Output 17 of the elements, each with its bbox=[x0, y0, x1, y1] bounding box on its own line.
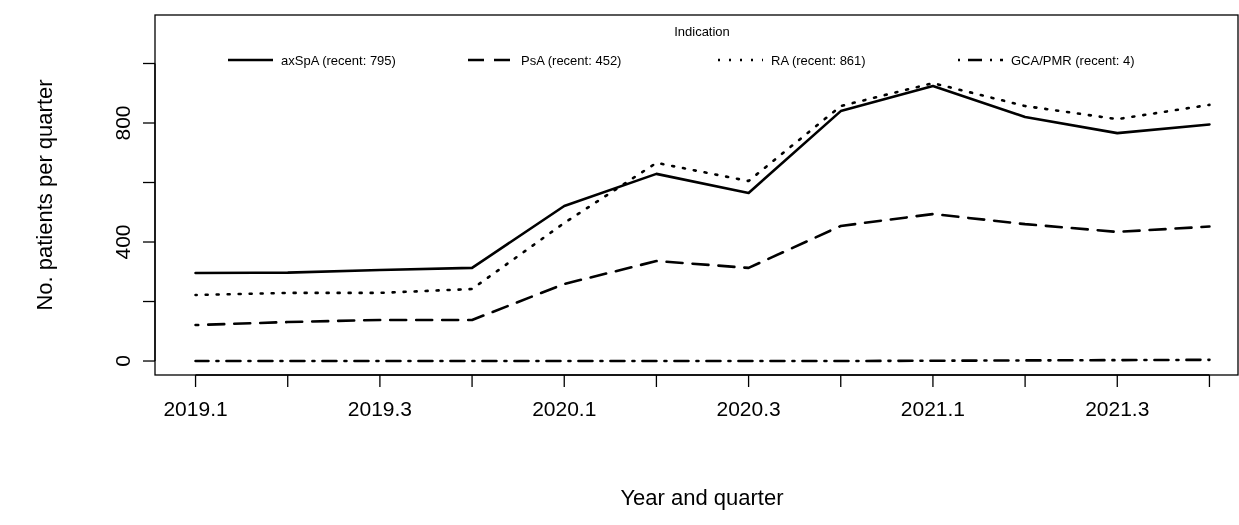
y-tick-label: 400 bbox=[111, 224, 134, 260]
y-tick-label: 0 bbox=[111, 355, 134, 367]
legend-label: axSpA (recent: 795) bbox=[281, 53, 396, 68]
legend-title: Indication bbox=[674, 24, 730, 39]
x-tick-label: 2020.1 bbox=[532, 397, 597, 420]
x-tick-label: 2021.3 bbox=[1085, 397, 1150, 420]
legend-label: PsA (recent: 452) bbox=[521, 53, 622, 68]
line-series bbox=[194, 212, 1211, 327]
x-tick-label: 2019.1 bbox=[163, 397, 228, 420]
legend-label: GCA/PMR (recent: 4) bbox=[1011, 53, 1135, 68]
x-tick-label: 2020.3 bbox=[716, 397, 781, 420]
x-tick-label: 2021.1 bbox=[900, 397, 966, 420]
x-tick-label: 2019.3 bbox=[347, 397, 413, 420]
x-axis-title: Year and quarter bbox=[620, 485, 784, 510]
y-tick-label: 800 bbox=[111, 105, 134, 141]
y-axis-title: No. patients per quarter bbox=[32, 79, 57, 311]
legend-label: RA (recent: 861) bbox=[771, 53, 866, 68]
